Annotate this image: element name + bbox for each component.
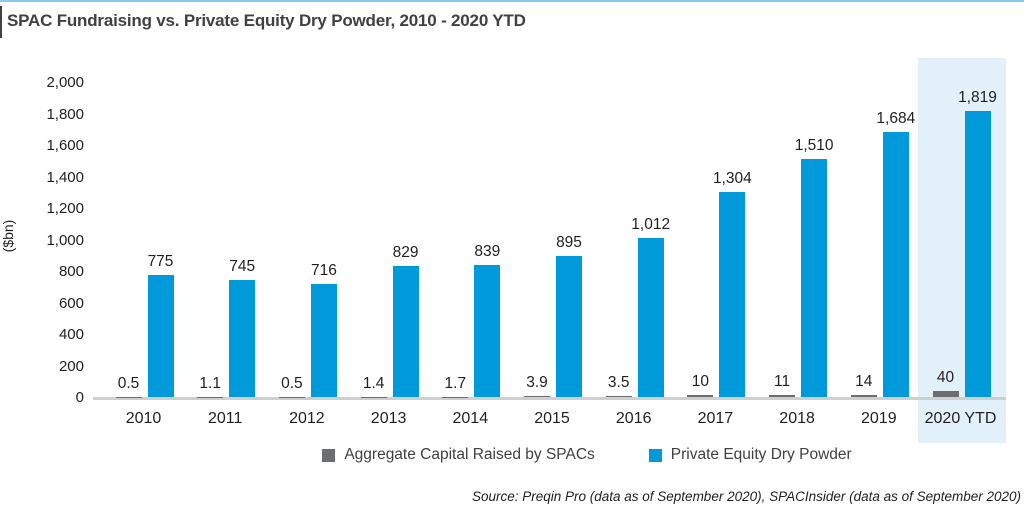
y-tick-label: 1,200 (46, 200, 84, 217)
spac-series-swatch-icon (322, 448, 336, 462)
y-tick-label: 0 (75, 389, 84, 406)
legend-item-pe: Private Equity Dry Powder (648, 446, 852, 464)
value-label-spac: 1.4 (362, 374, 385, 392)
x-tick-label: 2014 (452, 410, 489, 427)
x-tick-label: 2010 (125, 410, 162, 427)
bar-spac-capital (687, 395, 714, 397)
y-tick-label: 600 (58, 294, 84, 312)
pe-series-swatch-icon (648, 448, 662, 462)
bar-spac-capital (524, 396, 550, 397)
bar-spac-capital (932, 390, 959, 397)
bar-spac-capital (769, 395, 796, 397)
chart-legend: Aggregate Capital Raised by SPACs Privat… (0, 446, 1024, 464)
value-label-pe: 745 (229, 257, 256, 275)
legend-label-spacs: Aggregate Capital Raised by SPACs (344, 446, 595, 463)
value-label-spac: 40 (936, 368, 955, 386)
x-tick-label: 2018 (779, 410, 815, 427)
chart-title: SPAC Fundraising vs. Private Equity Dry … (7, 11, 526, 30)
value-label-pe: 1,684 (876, 109, 916, 127)
value-label-pe: 895 (556, 234, 582, 252)
bar-pe-dry-powder (882, 131, 909, 397)
bar-pe-dry-powder (147, 274, 174, 397)
bar-pe-dry-powder (229, 279, 256, 397)
highlight-2020-ytd-band (918, 58, 1006, 443)
value-label-pe: 1,819 (958, 88, 997, 106)
bar-spac-capital (850, 394, 877, 397)
y-tick-label: 1,400 (46, 168, 84, 186)
x-tick-label: 2012 (289, 410, 325, 427)
x-tick-label: 2013 (370, 410, 407, 427)
value-label-pe: 839 (474, 242, 501, 260)
bar-pe-dry-powder (556, 256, 582, 397)
value-label-pe: 775 (147, 252, 174, 270)
x-tick-label: 2011 (207, 410, 243, 427)
value-label-spac: 1.7 (444, 374, 467, 392)
y-tick-label: 2,000 (46, 74, 84, 91)
y-tick-label: 800 (58, 263, 84, 280)
value-label-spac: 1.1 (199, 374, 221, 392)
x-axis-baseline (93, 397, 1006, 400)
value-label-pe: 1,012 (631, 215, 671, 233)
legend-label-pe: Private Equity Dry Powder (670, 446, 852, 463)
value-label-pe: 829 (392, 244, 419, 262)
value-label-spac: 0.5 (281, 374, 303, 392)
bar-pe-dry-powder (637, 237, 664, 397)
y-tick-label: 1,000 (46, 231, 84, 249)
value-label-spac: 3.5 (607, 374, 630, 392)
top-accent-rule (0, 0, 1024, 2)
value-label-spac: 14 (855, 372, 873, 390)
y-tick-label: 1,600 (46, 137, 84, 154)
value-label-pe: 1,304 (712, 169, 752, 187)
x-tick-label: 2015 (534, 410, 570, 427)
y-axis-label: ($bn) (0, 219, 16, 253)
x-tick-label: 2016 (615, 410, 652, 427)
value-label-pe: 716 (310, 262, 337, 280)
y-tick-label: 1,800 (46, 105, 84, 123)
bar-pe-dry-powder (964, 110, 991, 397)
bar-pe-dry-powder (474, 264, 501, 397)
bar-pe-dry-powder (392, 266, 419, 397)
value-label-spac: 10 (691, 373, 710, 391)
value-label-spac: 0.5 (117, 374, 140, 392)
legend-item-spacs: Aggregate Capital Raised by SPACs (322, 446, 595, 464)
bar-pe-dry-powder (719, 191, 746, 397)
value-label-spac: 3.9 (526, 374, 548, 392)
bar-spac-capital (605, 396, 632, 397)
bar-pe-dry-powder (801, 159, 828, 397)
x-tick-label: 2017 (697, 410, 734, 427)
value-label-spac: 11 (774, 373, 791, 391)
source-attribution: Source: Preqin Pro (data as of September… (471, 489, 1021, 504)
bar-pe-dry-powder (310, 284, 337, 397)
x-tick-label: 2019 (861, 410, 897, 427)
title-accent-bar (0, 6, 2, 38)
x-tick-label: 2020 YTD (924, 410, 997, 427)
value-label-pe: 1,510 (794, 137, 834, 155)
y-tick-label: 400 (58, 326, 84, 343)
y-tick-label: 200 (58, 357, 84, 375)
